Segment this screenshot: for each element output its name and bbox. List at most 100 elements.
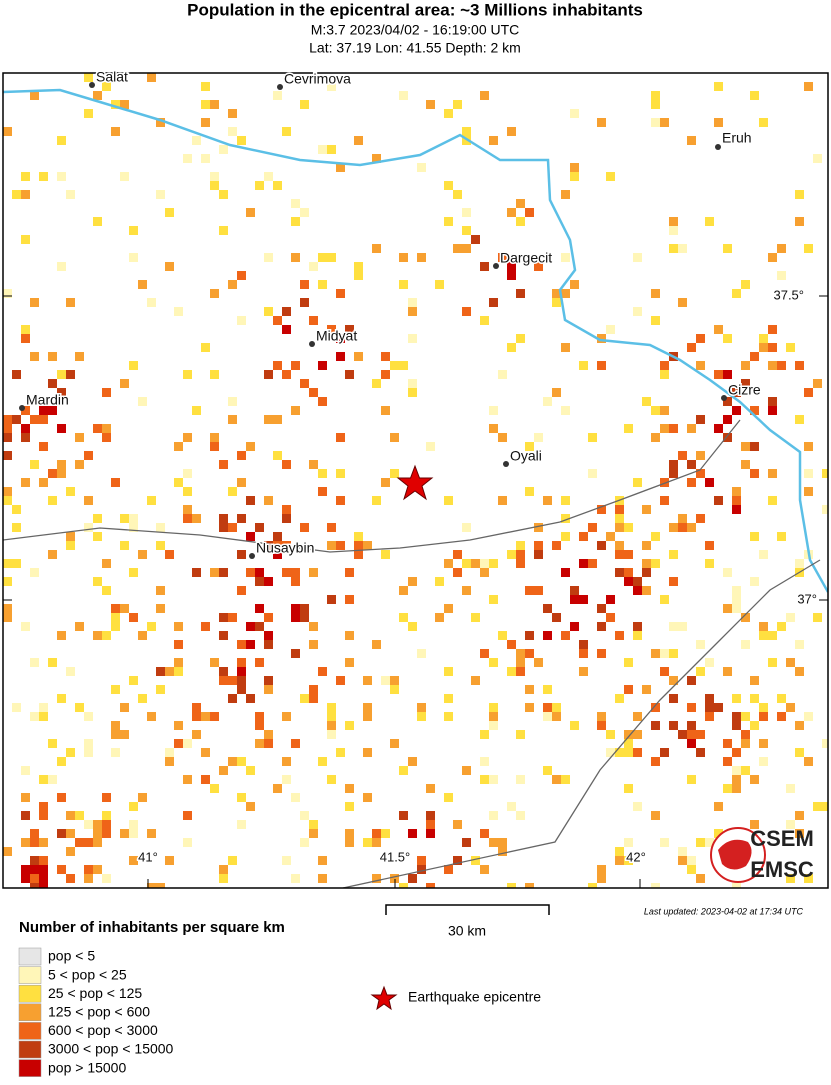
pop-cell: [219, 631, 228, 640]
pop-cell: [372, 829, 381, 838]
pop-cell: [84, 865, 93, 874]
pop-cell: [597, 604, 606, 613]
pop-cell: [147, 712, 156, 721]
pop-cell: [750, 91, 759, 100]
pop-cell: [120, 100, 129, 109]
pop-cell: [183, 154, 192, 163]
pop-cell: [696, 361, 705, 370]
pop-cell: [120, 703, 129, 712]
pop-cell: [336, 496, 345, 505]
pop-cell: [489, 838, 498, 847]
pop-cell: [705, 559, 714, 568]
pop-cell: [453, 550, 462, 559]
pop-cell: [300, 100, 309, 109]
pop-cell: [102, 820, 111, 829]
pop-cell: [804, 757, 813, 766]
pop-cell: [678, 856, 687, 865]
pop-cell: [228, 487, 237, 496]
pop-cell: [390, 433, 399, 442]
pop-cell: [435, 613, 444, 622]
pop-cell: [228, 856, 237, 865]
pop-cell: [597, 505, 606, 514]
pop-cell: [192, 703, 201, 712]
pop-cell: [408, 388, 417, 397]
pop-cell: [633, 478, 642, 487]
pop-cell: [372, 379, 381, 388]
pop-cell: [3, 604, 12, 613]
pop-cell: [615, 748, 624, 757]
pop-cell: [759, 757, 768, 766]
pop-cell: [111, 100, 120, 109]
pop-cell: [696, 415, 705, 424]
pop-cell: [786, 613, 795, 622]
pop-cell: [408, 298, 417, 307]
pop-cell: [3, 577, 12, 586]
pop-cell: [732, 775, 741, 784]
pop-cell: [165, 757, 174, 766]
pop-cell: [174, 658, 183, 667]
lon-label: 42°: [626, 849, 646, 864]
pop-cell: [21, 811, 30, 820]
pop-cell: [426, 784, 435, 793]
pop-cell: [768, 406, 777, 415]
pop-cell: [372, 874, 381, 883]
pop-cell: [714, 370, 723, 379]
logo-text: CSEM: [750, 826, 814, 851]
pop-cell: [390, 685, 399, 694]
pop-cell: [633, 730, 642, 739]
pop-cell: [516, 775, 525, 784]
pop-cell: [237, 586, 246, 595]
pop-cell: [561, 289, 570, 298]
pop-cell: [120, 172, 129, 181]
pop-cell: [570, 172, 579, 181]
pop-cell: [741, 442, 750, 451]
pop-cell: [237, 685, 246, 694]
pop-cell: [480, 91, 489, 100]
pop-cell: [624, 550, 633, 559]
pop-cell: [624, 856, 633, 865]
pop-cell: [714, 703, 723, 712]
pop-cell: [516, 199, 525, 208]
pop-cell: [687, 523, 696, 532]
pop-cell: [570, 163, 579, 172]
pop-cell: [354, 541, 363, 550]
pop-cell: [723, 604, 732, 613]
pop-cell: [192, 514, 201, 523]
pop-cell: [282, 514, 291, 523]
pop-cell: [57, 460, 66, 469]
legend-label: 25 < pop < 125: [48, 985, 142, 1001]
pop-cell: [93, 424, 102, 433]
pop-cell: [471, 676, 480, 685]
pop-cell: [75, 433, 84, 442]
pop-cell: [624, 523, 633, 532]
logo: CSEM EMSC: [710, 826, 814, 883]
legend-label: pop > 15000: [48, 1059, 126, 1075]
pop-cell: [804, 82, 813, 91]
pop-cell: [192, 568, 201, 577]
pop-cell: [120, 604, 129, 613]
pop-cell: [453, 100, 462, 109]
pop-cell: [165, 550, 174, 559]
pop-cell: [93, 217, 102, 226]
pop-cell: [318, 667, 327, 676]
pop-cell: [30, 91, 39, 100]
pop-cell: [588, 469, 597, 478]
pop-cell: [732, 784, 741, 793]
pop-cell: [624, 748, 633, 757]
pop-cell: [696, 451, 705, 460]
pop-cell: [147, 298, 156, 307]
pop-cell: [615, 694, 624, 703]
pop-cell: [759, 739, 768, 748]
pop-cell: [336, 748, 345, 757]
pop-cell: [651, 703, 660, 712]
updated: Last updated: 2023-04-02 at 17:34 UTC: [644, 906, 804, 916]
pop-cell: [408, 829, 417, 838]
pop-cell: [282, 568, 291, 577]
pop-cell: [750, 676, 759, 685]
pop-cell: [615, 847, 624, 856]
pop-cell: [30, 298, 39, 307]
pop-cell: [129, 802, 138, 811]
pop-cell: [624, 577, 633, 586]
pop-cell: [300, 613, 309, 622]
